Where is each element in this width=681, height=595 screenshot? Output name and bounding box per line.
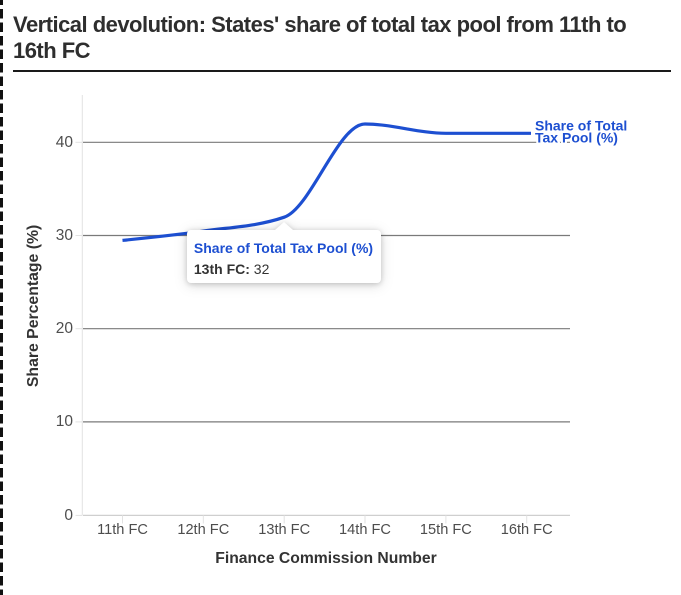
svg-text:Share of Total: Share of Total <box>535 118 627 134</box>
svg-text:Tax Pool (%): Tax Pool (%) <box>535 130 618 146</box>
